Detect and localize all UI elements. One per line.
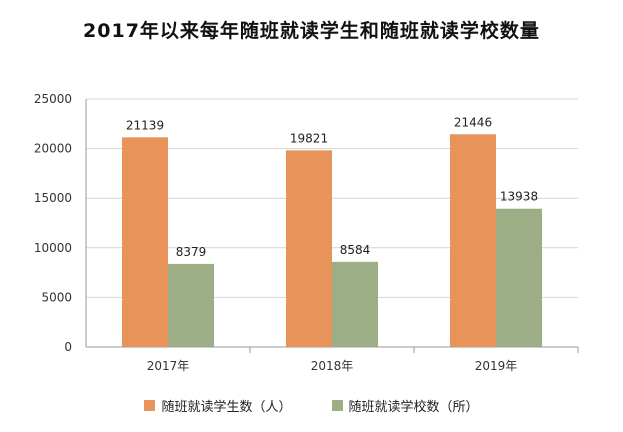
y-tick-label: 5000 [41,290,72,304]
y-tick-label: 20000 [34,142,72,156]
x-tick-label: 2018年 [311,359,354,373]
data-label-schools: 8584 [340,243,371,257]
legend-item-schools: 随班就读学校数（所） [331,396,479,415]
y-tick-label: 25000 [34,92,72,106]
data-labels: 21139 8379 19821 8584 21446 13938 [126,115,538,259]
data-label-students: 21139 [126,118,164,132]
chart-title: 2017年以来每年随班就读学生和随班就读学校数量 [83,20,540,42]
bars [122,134,542,347]
data-label-students: 21446 [454,115,492,129]
legend-swatch-students [144,400,156,411]
legend-label-schools: 随班就读学校数（所） [348,400,479,415]
x-tick-label: 2017年 [147,359,190,373]
legend-item-students: 随班就读学生数（人） [144,396,292,415]
legend: 随班就读学生数（人） 随班就读学校数（所） [0,396,623,415]
bar-schools [332,261,378,347]
y-tick-label: 15000 [34,191,72,205]
y-tick-label: 10000 [34,241,72,255]
data-label-schools: 8379 [176,245,207,259]
y-tick-label: 0 [64,340,72,354]
bar-students [286,150,332,347]
data-label-schools: 13938 [500,190,538,204]
data-label-students: 19821 [290,131,328,145]
y-tick-labels: 0 5000 10000 15000 20000 25000 [34,92,72,354]
bar-schools [168,263,214,347]
x-tick-labels: 2017年 2018年 2019年 [147,359,518,373]
bar-students [122,137,168,347]
legend-label-students: 随班就读学生数（人） [161,400,292,415]
legend-swatch-schools [331,400,343,411]
x-tick-label: 2019年 [475,359,518,373]
bar-students [450,134,496,347]
bar-schools [496,208,542,347]
